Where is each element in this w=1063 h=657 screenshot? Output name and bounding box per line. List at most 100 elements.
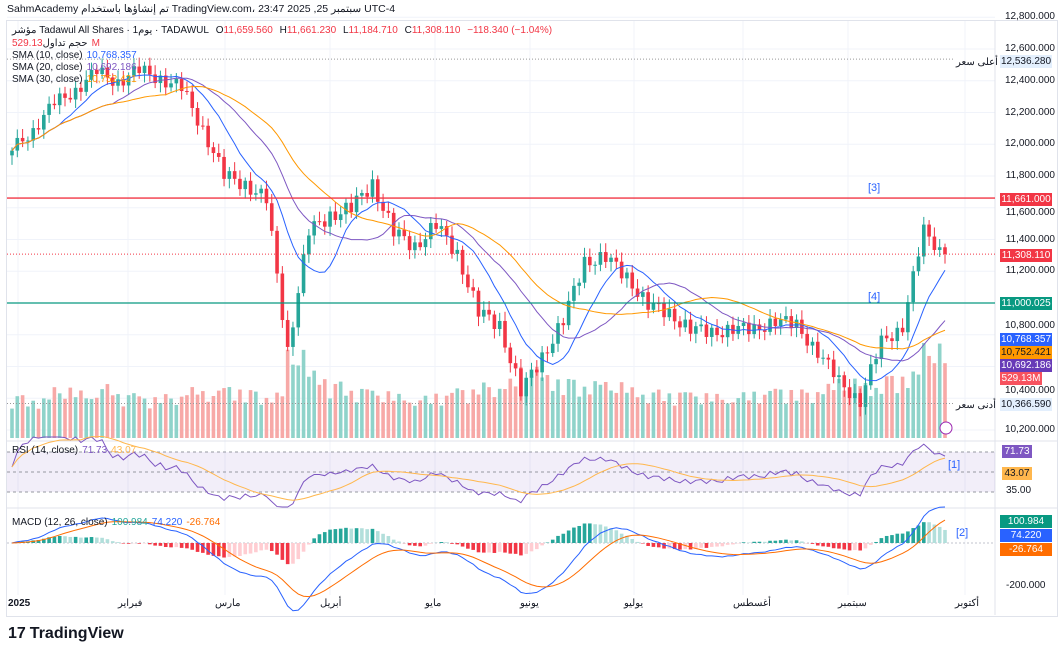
macd-histogram-bar [444, 542, 449, 543]
candle-body [815, 341, 820, 358]
rsi-legend[interactable]: RSI (14, close) 71.73 43.07 [12, 445, 140, 456]
macd-histogram-bar [222, 543, 226, 558]
macd-histogram-bar [95, 537, 99, 543]
volume-bar [921, 343, 926, 438]
macd-histogram-bar [635, 541, 640, 543]
macd-histogram-bar [768, 540, 772, 543]
macd-histogram-bar [911, 528, 915, 543]
candle-body [694, 326, 698, 334]
price-axis-label: 11,800.000 [1005, 170, 1055, 181]
candle-body [57, 93, 62, 106]
candle-body [169, 83, 173, 88]
candle-body [492, 314, 497, 330]
candle-body [333, 211, 338, 220]
macd-histogram-bar [370, 528, 375, 543]
macd-histogram-bar [42, 538, 46, 543]
volume-bar [773, 388, 778, 438]
volume-bar [582, 386, 587, 438]
volume-bar [163, 394, 168, 438]
volume-bar [413, 405, 417, 438]
volume-bar [248, 390, 253, 438]
sma20-line [11, 77, 946, 362]
volume-bar [784, 403, 788, 438]
macd-tag: 74.220 [1000, 529, 1052, 542]
red-line-tag: 11,661.000 [1000, 193, 1052, 206]
macd-histogram-bar [603, 526, 608, 543]
candle-body [201, 125, 205, 127]
candle-body [216, 153, 221, 157]
candle-body [672, 308, 677, 322]
chart-frame[interactable] [6, 20, 1058, 617]
macd-histogram-bar [471, 543, 475, 550]
volume-bar [550, 390, 555, 438]
candle-body [900, 327, 905, 333]
macd-histogram-bar [211, 543, 216, 556]
sma20-legend[interactable]: SMA (20, close) 10,692.186 [12, 62, 141, 73]
macd-histogram-bar [646, 543, 650, 546]
macd-histogram-bar [100, 537, 104, 543]
macd-histogram-bar [566, 530, 571, 543]
candle-body [185, 91, 189, 93]
logo-text: TradingView [29, 625, 124, 642]
volume-bar [826, 383, 831, 438]
sma20-tag: 10,692.186 [1000, 359, 1052, 372]
volume-bar [301, 349, 306, 438]
annotation-4: [4] [868, 291, 881, 303]
candle-body [513, 363, 518, 369]
sma10-legend[interactable]: SMA (10, close) 10,768.357 [12, 50, 141, 61]
macd-histogram-bar [853, 543, 857, 551]
volume-bar [15, 396, 20, 438]
candle-body [370, 179, 375, 197]
macd-histogram-bar [264, 543, 269, 550]
alert-bolt-icon [939, 421, 953, 435]
candle-body [79, 87, 83, 92]
tradingview-logo[interactable]: 17 TradingView [8, 625, 124, 643]
macd-legend[interactable]: MACD (12, 26, close) 100.984 74.220 -26.764 [12, 517, 224, 528]
symbol-legend[interactable]: مؤشر Tadawul All Shares · 1يوم · TADAWUL… [12, 25, 556, 36]
candle-body [391, 212, 396, 237]
volume-bar [635, 397, 640, 438]
volume-bar [667, 393, 672, 438]
high-label: H [279, 25, 287, 36]
candle-body [863, 385, 868, 407]
candle-body [142, 65, 147, 73]
candle-body [906, 302, 910, 333]
symbol-name[interactable]: مؤشر Tadawul All Shares · 1يوم · TADAWUL [12, 25, 209, 36]
volume-bar [471, 389, 475, 438]
macd-histogram-bar [121, 543, 126, 544]
volume-bar [333, 383, 338, 438]
candle-body [853, 393, 857, 399]
high-price-tag: 12,536.280 [1000, 55, 1052, 68]
candle-body [614, 257, 619, 262]
macd-signal-tag: -26.764 [1000, 543, 1052, 556]
candle-body [365, 193, 369, 197]
volume-bar [455, 388, 460, 438]
volume-bar [26, 406, 30, 438]
volume-bar [95, 397, 99, 438]
volume-bar [264, 397, 269, 438]
candle-body [821, 357, 825, 359]
macd-histogram-bar [195, 543, 200, 552]
volume-bar [868, 396, 873, 438]
candle-body [895, 327, 900, 342]
volume-bar [349, 390, 354, 438]
macd-histogram-bar [837, 543, 841, 549]
candle-body [301, 254, 306, 294]
macd-histogram-bar [84, 537, 89, 543]
low-value: 11,184.710 [348, 25, 398, 36]
candle-body [296, 293, 301, 328]
macd-histogram-bar [455, 543, 460, 545]
sma20-value: 10,692.186 [86, 62, 137, 73]
candle-body [195, 108, 200, 126]
macd-histogram-bar [508, 543, 513, 554]
sma30-value: 10,752.421 [86, 74, 137, 85]
macd-histogram-bar [773, 540, 778, 543]
volume-bar [911, 371, 915, 438]
volume-legend[interactable]: حجم تداول529.13M [12, 38, 104, 49]
volume-bar [572, 379, 576, 438]
volume-bar [222, 388, 226, 438]
sma30-legend[interactable]: SMA (30, close) 10,752.421 [12, 74, 141, 85]
volume-bar [513, 386, 518, 438]
candle-body [715, 327, 719, 336]
